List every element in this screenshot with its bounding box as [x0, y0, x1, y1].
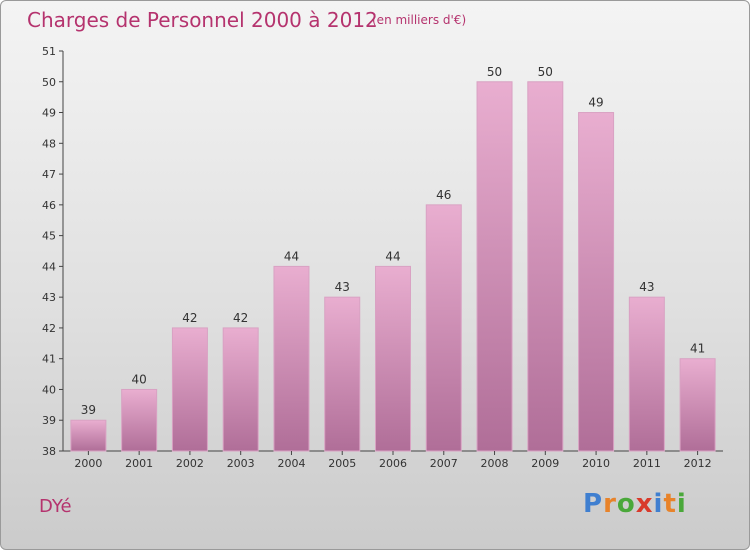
- y-tick-label: 43: [42, 291, 56, 304]
- x-tick-label: 2005: [328, 457, 356, 470]
- bar-2008: [476, 81, 513, 452]
- value-label: 41: [690, 342, 705, 356]
- x-tick-label: 2006: [379, 457, 407, 470]
- y-tick-label: 42: [42, 322, 56, 335]
- bar-2004: [273, 265, 310, 452]
- logo-letter: r: [603, 489, 617, 519]
- y-tick-label: 48: [42, 137, 56, 150]
- bars: [70, 81, 716, 452]
- x-tick-label: 2008: [481, 457, 509, 470]
- bar-2009: [527, 81, 564, 452]
- bar-2007: [425, 204, 462, 452]
- value-label: 40: [132, 372, 147, 386]
- y-tick-label: 45: [42, 230, 56, 243]
- bar-2006: [375, 265, 411, 452]
- x-axis: 2000 2001 2002 2003 2004 2005 2006 2007 2008 2009…: [74, 451, 712, 470]
- bar-2001: [121, 388, 158, 452]
- proxiti-logo[interactable]: Proxiti: [583, 489, 687, 519]
- value-label: 42: [233, 311, 248, 325]
- logo-letter: P: [583, 489, 604, 519]
- y-tick-label: 51: [42, 45, 56, 58]
- bar-2012: [679, 358, 716, 452]
- y-tick-label: 47: [42, 168, 56, 181]
- x-tick-label: 2010: [582, 457, 610, 470]
- x-tick-label: 2007: [430, 457, 458, 470]
- y-axis: 38 39 40 41 42 43 44 45 46 47 48 49 50 51: [42, 45, 723, 458]
- value-label: 39: [81, 403, 96, 417]
- value-label: 43: [639, 280, 654, 294]
- chart-title: Charges de Personnel 2000 à 2012: [27, 8, 378, 32]
- bar-2002: [171, 327, 208, 452]
- chart-subtitle: (en milliers d'€): [372, 13, 467, 27]
- value-label: 44: [284, 249, 299, 263]
- y-tick-label: 49: [42, 107, 56, 120]
- bar-2005: [324, 296, 361, 452]
- bar-2010: [578, 112, 615, 452]
- bar-2011: [628, 296, 665, 452]
- y-tick-label: 44: [42, 260, 56, 273]
- logo-letter: x: [635, 489, 654, 519]
- y-tick-label: 39: [42, 414, 56, 427]
- town-name: DYé: [39, 496, 72, 517]
- x-tick-label: 2002: [176, 457, 204, 470]
- value-labels: 39 40 42 42 44 43 44 46 50 50 49 43 41: [81, 65, 706, 417]
- y-tick-label: 38: [42, 445, 56, 458]
- logo-letter: o: [616, 489, 636, 519]
- logo-letter: t: [663, 489, 677, 519]
- x-tick-label: 2003: [227, 457, 255, 470]
- x-tick-label: 2011: [633, 457, 661, 470]
- value-label: 50: [538, 65, 553, 79]
- logo-letter: i: [653, 489, 664, 519]
- logo-letter: i: [676, 489, 687, 519]
- x-tick-label: 2012: [684, 457, 712, 470]
- value-label: 49: [588, 96, 603, 110]
- value-label: 43: [335, 280, 350, 294]
- y-tick-label: 46: [42, 199, 56, 212]
- x-tick-label: 2009: [531, 457, 559, 470]
- x-tick-label: 2004: [277, 457, 305, 470]
- value-label: 42: [182, 311, 197, 325]
- y-tick-label: 50: [42, 76, 56, 89]
- x-tick-label: 2001: [125, 457, 153, 470]
- value-label: 46: [436, 188, 451, 202]
- value-label: 44: [385, 249, 400, 263]
- bar-2003: [222, 327, 259, 452]
- x-tick-label: 2000: [74, 457, 102, 470]
- y-tick-label: 40: [42, 383, 56, 396]
- y-tick-label: 41: [42, 353, 56, 366]
- bar-2000: [70, 419, 107, 452]
- value-label: 50: [487, 65, 502, 79]
